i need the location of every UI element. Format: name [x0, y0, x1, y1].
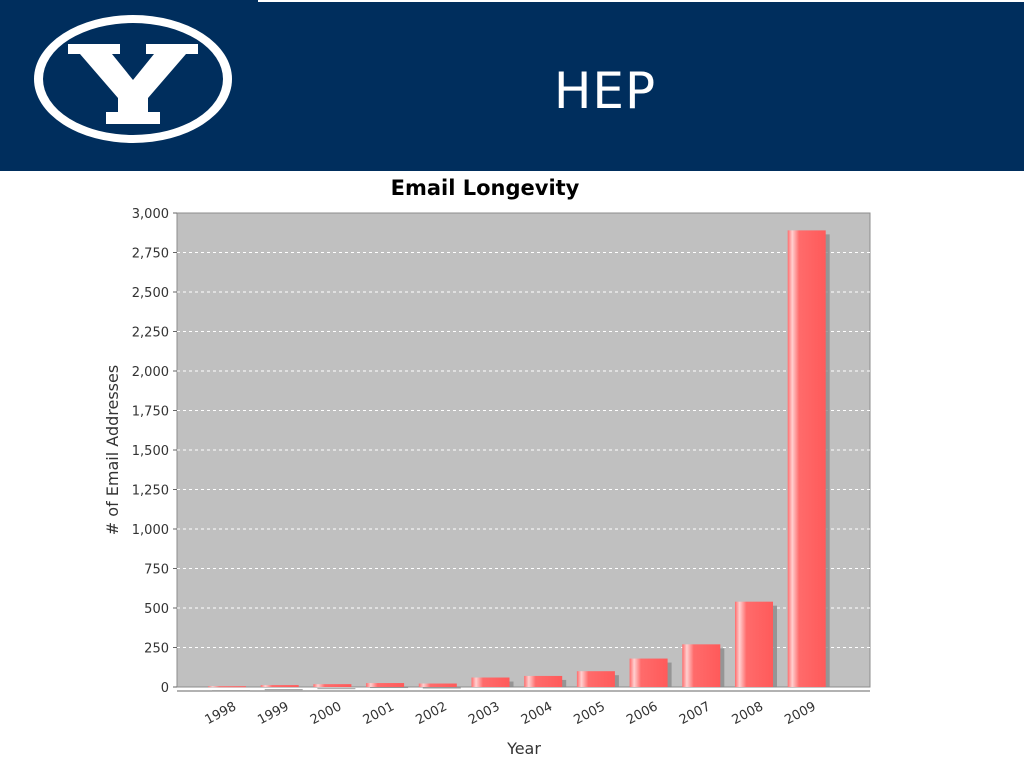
- y-tick-label: 2,750: [132, 247, 169, 262]
- chart-container: Email Longevity 0 250 500 750 1,000 1,250 1,50…: [90, 171, 890, 768]
- bar-1999: [260, 685, 299, 687]
- plot-area: 0 250 500 750 1,000 1,250 1,500 1,750 2,000 2,250…: [132, 207, 871, 728]
- y-tick-label: 500: [144, 602, 169, 617]
- x-tick-label: 2001: [361, 699, 397, 728]
- bar-2004: [524, 675, 563, 687]
- x-axis-label: Year: [506, 739, 541, 758]
- y-tick-label: 1,000: [132, 523, 169, 538]
- slide-header: HEP: [0, 0, 1024, 171]
- bar-2008: [735, 601, 773, 687]
- x-tick-label: 2009: [782, 699, 818, 728]
- bar-1998: [208, 686, 246, 688]
- bar-shadow: [264, 689, 303, 691]
- slide-title: HEP: [553, 62, 657, 120]
- bar-2001: [366, 683, 405, 687]
- bar-shadow: [370, 687, 409, 689]
- x-tick-label: 2004: [519, 699, 555, 728]
- byu-y-logo-icon: [34, 15, 232, 143]
- email-longevity-chart: Email Longevity 0 250 500 750 1,000 1,250 1,50…: [103, 176, 871, 758]
- bar-2009: [787, 230, 826, 687]
- y-tick-label: 2,500: [132, 286, 169, 301]
- y-tick-label: 1,750: [132, 405, 169, 420]
- bar-2000: [313, 684, 352, 687]
- y-tick-label: 750: [144, 563, 169, 578]
- y-tick-label: 250: [144, 642, 169, 657]
- x-tick-label: 2002: [413, 699, 449, 728]
- x-tick-label: 2007: [677, 699, 713, 728]
- bar-2005: [576, 671, 615, 687]
- bar-2003: [471, 677, 510, 687]
- bar-shadow: [212, 690, 250, 692]
- header-top-strip: [258, 0, 1024, 2]
- bar-shadow: [317, 688, 356, 690]
- bar-2007: [682, 644, 721, 687]
- chart-title: Email Longevity: [391, 176, 580, 200]
- bar-2002: [418, 683, 457, 687]
- bar-shadow: [422, 687, 461, 689]
- y-tick-label: 2,000: [132, 365, 169, 380]
- y-axis-label: # of Email Addresses: [103, 365, 122, 535]
- y-tick-label: 1,250: [132, 484, 169, 499]
- x-tick-label: 2003: [466, 699, 502, 728]
- bar-2006: [629, 658, 668, 687]
- x-tick-label: 2008: [730, 699, 766, 728]
- x-tick-label: 1998: [203, 699, 239, 728]
- x-tick-label: 2000: [308, 699, 344, 728]
- x-tick-label: 2006: [624, 699, 660, 728]
- y-tick-label: 1,500: [132, 444, 169, 459]
- x-tick-label: 1999: [255, 699, 291, 728]
- y-tick-label: 3,000: [132, 207, 169, 222]
- x-tick-label: 2005: [572, 699, 608, 728]
- y-tick-label: 2,250: [132, 326, 169, 341]
- y-tick-label: 0: [161, 681, 169, 696]
